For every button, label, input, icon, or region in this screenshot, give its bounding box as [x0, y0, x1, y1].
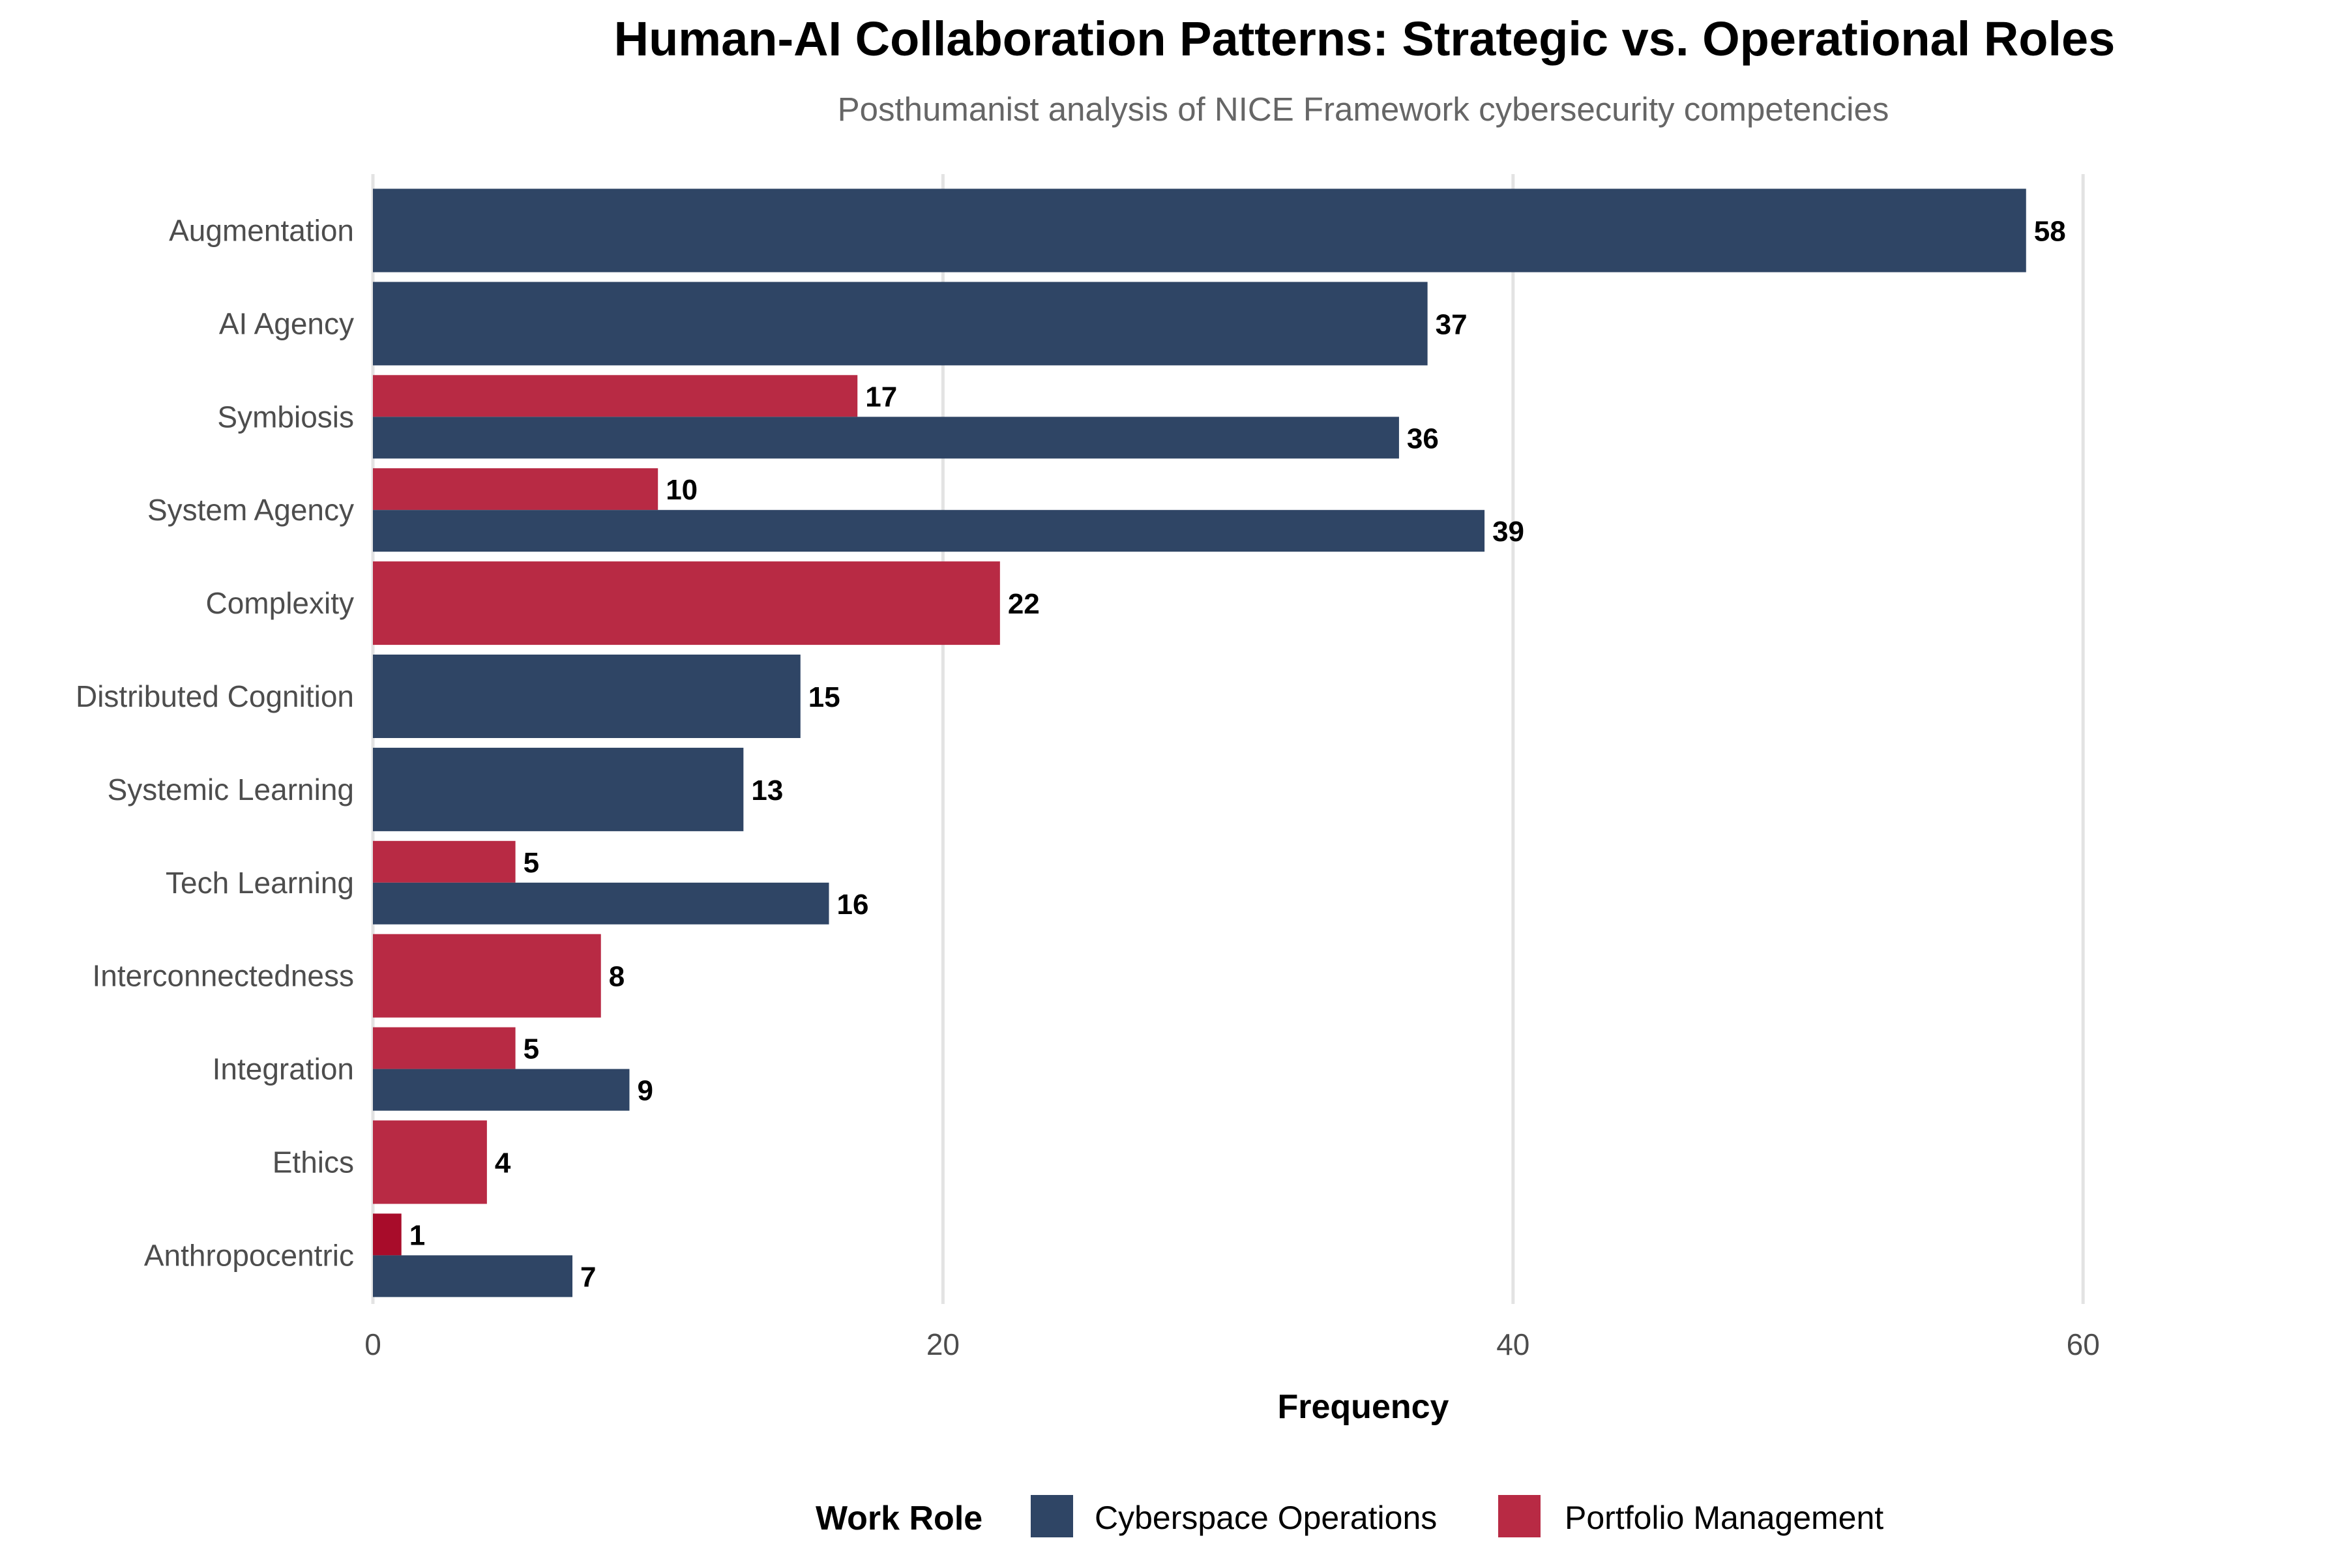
chart-subtitle: Posthumanist analysis of NICE Framework … — [838, 91, 1889, 128]
y-category-label: Symbiosis — [217, 400, 354, 434]
bar-cyberspace-operations — [373, 417, 1399, 459]
bar-cyberspace-operations — [373, 282, 1428, 366]
bar-cyberspace-operations — [373, 747, 744, 831]
legend-title: Work Role — [816, 1500, 982, 1537]
legend-label-cyberspace-operations: Cyberspace Operations — [1095, 1500, 1437, 1536]
y-category-label: Complexity — [205, 586, 354, 620]
y-category-label: Anthropocentric — [144, 1238, 354, 1272]
y-category-label: Augmentation — [169, 214, 354, 248]
y-category-label: Tech Learning — [166, 866, 354, 900]
data-label: 13 — [751, 775, 783, 806]
bar-portfolio-management — [373, 1213, 402, 1256]
data-label: 37 — [1436, 308, 1468, 340]
x-tick-label: 0 — [364, 1327, 381, 1361]
y-category-label: System Agency — [147, 493, 354, 527]
data-label: 15 — [808, 681, 840, 713]
data-label: 1 — [409, 1219, 425, 1251]
x-axis-title: Frequency — [1278, 1388, 1449, 1426]
bar-portfolio-management — [373, 934, 601, 1018]
bar-portfolio-management — [373, 840, 516, 883]
data-label: 7 — [580, 1261, 596, 1293]
bar-cyberspace-operations — [373, 1255, 573, 1297]
bar-cyberspace-operations — [373, 882, 829, 925]
y-category-label: Systemic Learning — [108, 773, 354, 806]
bar-portfolio-management — [373, 468, 658, 510]
y-category-label: Interconnectedness — [93, 959, 355, 993]
bar-portfolio-management — [373, 561, 1000, 645]
bar-cyberspace-operations — [373, 510, 1485, 552]
bar-cyberspace-operations — [373, 188, 2026, 273]
legend-label-portfolio-management: Portfolio Management — [1565, 1500, 1883, 1536]
x-tick-label: 20 — [926, 1327, 960, 1361]
bar-portfolio-management — [373, 1027, 516, 1069]
y-category-label: Integration — [213, 1052, 354, 1086]
data-label: 58 — [2034, 216, 2066, 248]
bar-portfolio-management — [373, 375, 858, 417]
data-label: 17 — [865, 381, 897, 413]
legend-key-portfolio-management — [1498, 1495, 1541, 1537]
data-label: 39 — [1492, 516, 1524, 548]
data-label: 22 — [1008, 588, 1040, 620]
x-tick-label: 40 — [1496, 1327, 1529, 1361]
chart-title: Human-AI Collaboration Patterns: Strateg… — [614, 12, 2116, 66]
y-category-label: Ethics — [273, 1146, 354, 1179]
data-label: 5 — [524, 847, 539, 879]
x-tick-label: 60 — [2067, 1327, 2100, 1361]
legend: Work Role Cyberspace Operations Portfoli… — [816, 1495, 1883, 1537]
legend-key-cyberspace-operations — [1031, 1495, 1073, 1537]
bar-cyberspace-operations — [373, 655, 801, 738]
data-label: 4 — [495, 1147, 511, 1179]
x-axis-ticks: 0 20 40 60 — [364, 1327, 2100, 1361]
data-label: 36 — [1407, 422, 1439, 454]
y-category-label: Distributed Cognition — [76, 679, 354, 713]
y-category-label: AI Agency — [219, 306, 354, 340]
data-label: 8 — [609, 961, 625, 993]
data-label: 9 — [637, 1075, 653, 1107]
data-label: 10 — [666, 474, 698, 506]
bar-portfolio-management — [373, 1120, 487, 1204]
data-label: 16 — [837, 889, 869, 921]
data-label: 5 — [524, 1033, 539, 1065]
y-axis-labels: Augmentation AI Agency Symbiosis System Age… — [76, 214, 354, 1273]
bar-cyberspace-operations — [373, 1069, 630, 1111]
bars — [373, 188, 2026, 1297]
